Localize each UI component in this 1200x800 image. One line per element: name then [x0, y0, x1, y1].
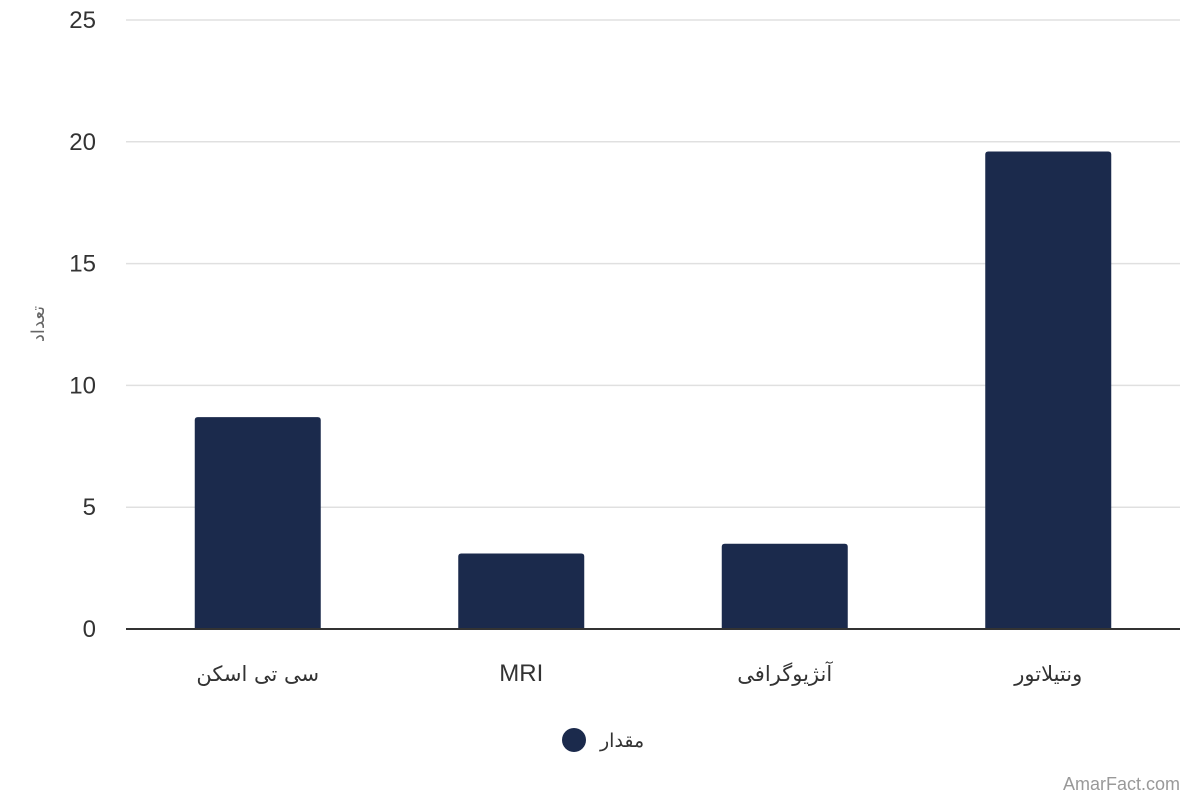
- y-axis-ticks: 0 5 10 15 20 25: [69, 7, 96, 643]
- x-tick-label: MRI: [499, 660, 543, 687]
- y-tick-label: 20: [69, 129, 96, 156]
- legend[interactable]: مقدار: [562, 728, 644, 752]
- bar[interactable]: [985, 151, 1112, 629]
- x-tick-label: ونتیلاتور: [1013, 662, 1082, 686]
- legend-swatch: [562, 728, 586, 752]
- y-tick-label: 15: [69, 251, 96, 278]
- watermark: AmarFact.com: [1063, 774, 1180, 794]
- y-tick-label: 10: [69, 372, 96, 399]
- bars: [194, 151, 1112, 629]
- bar[interactable]: [194, 417, 321, 629]
- x-tick-label: آنژیوگرافی: [737, 661, 833, 686]
- y-tick-label: 25: [69, 7, 96, 34]
- y-axis-title: تعداد: [28, 306, 49, 342]
- y-tick-label: 0: [83, 616, 96, 643]
- bar[interactable]: [721, 543, 848, 629]
- x-axis-labels: سی تی اسکن MRI آنژیوگرافی ونتیلاتور: [196, 660, 1082, 687]
- legend-label: مقدار: [599, 730, 644, 752]
- bar[interactable]: [458, 553, 585, 629]
- y-tick-label: 5: [83, 494, 96, 521]
- x-tick-label: سی تی اسکن: [196, 662, 319, 686]
